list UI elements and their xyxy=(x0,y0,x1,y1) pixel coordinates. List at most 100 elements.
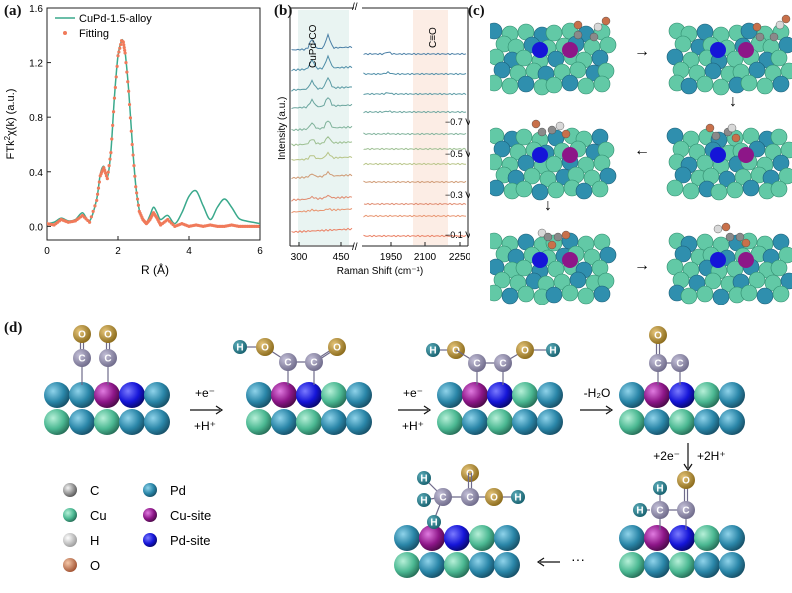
dft-snapshot xyxy=(666,123,792,201)
cu-atom xyxy=(669,409,695,435)
fitting-point xyxy=(135,197,140,201)
cu-atom xyxy=(577,77,595,95)
pd-atom xyxy=(561,74,579,92)
adsorbate-atom xyxy=(725,232,735,242)
panel-label-d: (d) xyxy=(4,320,23,336)
legend-alloy-label: CuPd-1.5-alloy xyxy=(79,13,152,25)
oxygen-atom-label: O xyxy=(654,331,662,342)
adsorbate-atom xyxy=(543,232,553,242)
adsorbate-atom xyxy=(561,129,571,139)
carbon-atom xyxy=(99,349,117,367)
adsorbate-atom xyxy=(713,224,723,234)
oxygen-atom xyxy=(99,325,117,343)
fitting-point xyxy=(121,40,125,44)
pd-atom xyxy=(644,552,670,578)
x-tick-label: 6 xyxy=(257,246,263,257)
pd-atom xyxy=(778,36,792,54)
carbon-atom-label: C xyxy=(78,354,85,365)
pd-atom xyxy=(694,552,720,578)
pd-atom xyxy=(419,552,445,578)
cu-atom xyxy=(710,183,728,201)
cu-atom xyxy=(694,382,720,408)
carbon-atom-label: C xyxy=(466,493,473,504)
cu-atom xyxy=(694,525,720,551)
fitting-point xyxy=(115,64,119,68)
cu-atom xyxy=(493,271,511,289)
raman-trace-high xyxy=(363,92,467,96)
oxygen-atom xyxy=(461,464,479,482)
potential-label-1: −0.7 V xyxy=(445,117,470,127)
cupd-co-band-label: CuPd-CO xyxy=(308,24,319,68)
co-band-highlight xyxy=(413,10,448,245)
cu-site-atom xyxy=(562,147,578,163)
raman-trace-high xyxy=(363,71,467,76)
raman-x-axis-label: Raman Shift (cm⁻¹) xyxy=(337,266,423,277)
fitting-point xyxy=(89,215,93,219)
pd-site-atom xyxy=(669,525,695,551)
pd-atom xyxy=(246,382,272,408)
cu-atom xyxy=(490,153,503,171)
pd-site-atom xyxy=(710,42,726,58)
potential-label-2: −0.5 V xyxy=(445,149,470,159)
legend-pd-site-swatch xyxy=(143,533,157,547)
hydrogen-atom-label: H xyxy=(236,343,243,354)
cu-atom xyxy=(490,232,503,250)
carbon-atom xyxy=(671,354,689,372)
raman-trace-low xyxy=(291,170,353,180)
fitting-point xyxy=(111,110,116,114)
fitting-point xyxy=(116,54,120,58)
catalyst-slab xyxy=(246,382,372,435)
fitting-point xyxy=(112,96,117,100)
dft-snapshot xyxy=(666,222,792,305)
cu-atom xyxy=(545,24,563,42)
step3-top-label: -H₂O xyxy=(584,386,611,400)
pd-site-atom xyxy=(532,42,548,58)
fitting-point xyxy=(114,75,118,79)
cu-atom xyxy=(770,180,788,198)
cu-atom xyxy=(512,382,538,408)
fitting-point xyxy=(104,174,109,178)
oxygen-atom xyxy=(677,471,695,489)
cu-atom xyxy=(94,409,120,435)
pd-site-atom xyxy=(669,382,695,408)
adsorbate-atom xyxy=(547,125,557,135)
cu-atom xyxy=(740,284,758,302)
adsorbate-atom xyxy=(721,222,731,232)
pd-site-atom xyxy=(532,252,548,268)
carbon-atom xyxy=(651,501,669,519)
legend-pd-label: Pd xyxy=(170,483,186,498)
legend-cu-site-swatch xyxy=(143,508,157,522)
carbon-atom xyxy=(305,353,323,371)
carbon-atom-label: C xyxy=(654,359,661,370)
raman-trace-low xyxy=(291,194,353,202)
y-tick-label: 0.4 xyxy=(29,168,43,179)
oxygen-atom xyxy=(73,325,91,343)
fitting-point xyxy=(111,123,115,127)
hydrogen-atom-label: H xyxy=(549,346,556,357)
more-steps-ellipsis: ··· xyxy=(571,551,585,567)
carbon-atom xyxy=(649,354,667,372)
carbon-atom-label: C xyxy=(473,359,480,370)
co-band-label: C≡O xyxy=(428,27,439,48)
pd-atom xyxy=(599,167,617,185)
pd-atom xyxy=(599,246,617,264)
fitting-point xyxy=(123,48,127,52)
carbon-atom-label: C xyxy=(310,358,317,369)
pd-atom xyxy=(704,62,722,80)
pd-atom xyxy=(493,140,511,158)
hydrogen-atom xyxy=(417,493,431,507)
raman-trace-high xyxy=(363,132,467,136)
raman-trace-high xyxy=(363,51,467,56)
pd-atom xyxy=(144,382,170,408)
cu-atom xyxy=(666,179,684,197)
carbon-atom-label: C xyxy=(104,354,111,365)
x-tick-label: 4 xyxy=(186,246,192,257)
fitting-point xyxy=(109,151,113,155)
raman-trace-high xyxy=(363,234,467,238)
y-tick-label: 0.0 xyxy=(29,222,43,233)
fitting-point xyxy=(122,45,126,50)
cu-atom xyxy=(726,181,744,199)
fitting-point xyxy=(107,164,111,168)
x-tick-label: 2 xyxy=(115,246,121,257)
pd-site-atom xyxy=(710,147,726,163)
